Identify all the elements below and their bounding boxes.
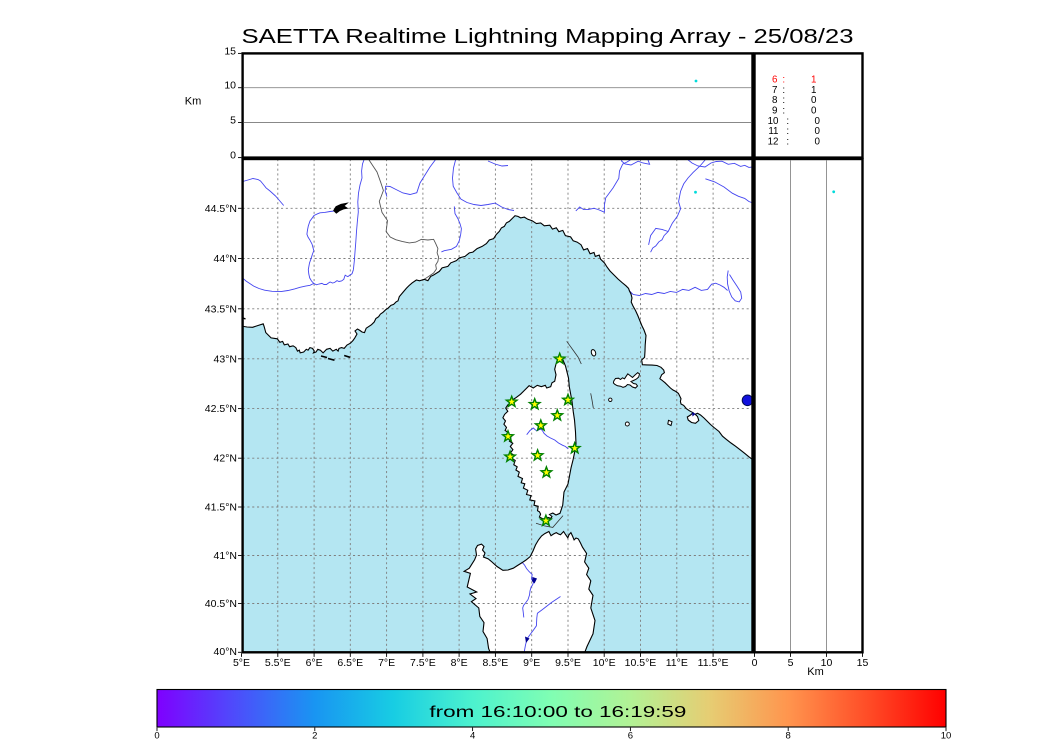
svg-text:6: 6 — [772, 75, 778, 86]
svg-text:41°N: 41°N — [214, 550, 237, 562]
svg-text:6°E: 6°E — [306, 657, 323, 669]
svg-text:7°E: 7°E — [378, 657, 395, 669]
svg-text:8: 8 — [786, 731, 791, 742]
svg-text:9°E: 9°E — [523, 657, 540, 669]
svg-text:8°E: 8°E — [451, 657, 468, 669]
svg-text::: : — [782, 75, 785, 86]
svg-text::: : — [786, 136, 789, 147]
svg-text::: : — [782, 106, 785, 117]
svg-text:Km: Km — [807, 666, 824, 678]
svg-text:10: 10 — [224, 80, 236, 92]
svg-text:0: 0 — [815, 136, 821, 147]
svg-text:10.5°E: 10.5°E — [625, 657, 657, 669]
svg-text:from 16:10:00 to 16:19:59: from 16:10:00 to 16:19:59 — [429, 704, 686, 721]
svg-text:8.5°E: 8.5°E — [482, 657, 508, 669]
svg-text:10: 10 — [821, 657, 833, 669]
svg-text::: : — [782, 85, 785, 96]
svg-text:SAETTA Realtime Lightning Mapp: SAETTA Realtime Lightning Mapping Array … — [242, 26, 854, 48]
svg-text:15: 15 — [224, 45, 236, 57]
svg-text::: : — [782, 95, 785, 106]
svg-text:0: 0 — [815, 126, 821, 137]
svg-text:0: 0 — [815, 116, 821, 127]
svg-text:43.5°N: 43.5°N — [205, 303, 237, 315]
svg-text:11°E: 11°E — [666, 657, 688, 669]
svg-text:8: 8 — [772, 95, 778, 106]
svg-text::: : — [786, 126, 789, 137]
svg-text:6.5°E: 6.5°E — [337, 657, 363, 669]
svg-text:10°E: 10°E — [593, 657, 616, 669]
svg-text:40.5°N: 40.5°N — [205, 598, 237, 610]
svg-text:6: 6 — [628, 731, 633, 742]
svg-text:Km: Km — [185, 96, 202, 108]
svg-text:41.5°N: 41.5°N — [205, 502, 237, 514]
svg-text:15: 15 — [857, 657, 869, 669]
svg-text:40°N: 40°N — [214, 646, 237, 658]
svg-text::: : — [786, 116, 789, 127]
svg-text:5°E: 5°E — [233, 657, 250, 669]
svg-text:0: 0 — [752, 657, 758, 669]
svg-text:42°N: 42°N — [214, 453, 237, 465]
svg-text:0: 0 — [230, 150, 236, 162]
svg-text:7: 7 — [772, 85, 777, 96]
svg-text:7.5°E: 7.5°E — [410, 657, 436, 669]
svg-text:0: 0 — [811, 95, 817, 106]
svg-text:11: 11 — [768, 126, 778, 137]
svg-text:5.5°E: 5.5°E — [265, 657, 291, 669]
svg-text:2: 2 — [312, 731, 317, 742]
svg-text:10: 10 — [941, 731, 952, 742]
svg-text:12: 12 — [768, 136, 779, 147]
svg-text:0: 0 — [811, 106, 817, 117]
svg-text:5: 5 — [230, 115, 236, 127]
svg-text:9: 9 — [772, 106, 777, 117]
svg-text:11.5°E: 11.5°E — [698, 657, 729, 669]
svg-text:44.5°N: 44.5°N — [205, 203, 237, 215]
svg-text:4: 4 — [470, 731, 475, 742]
svg-text:10: 10 — [768, 116, 779, 127]
svg-text:1: 1 — [811, 85, 816, 96]
svg-text:44°N: 44°N — [214, 253, 237, 265]
svg-text:43°N: 43°N — [214, 353, 237, 365]
svg-text:1: 1 — [811, 75, 816, 86]
svg-text:42.5°N: 42.5°N — [205, 403, 237, 415]
svg-text:5: 5 — [788, 657, 794, 669]
svg-text:9.5°E: 9.5°E — [555, 657, 581, 669]
svg-text:0: 0 — [154, 731, 159, 742]
